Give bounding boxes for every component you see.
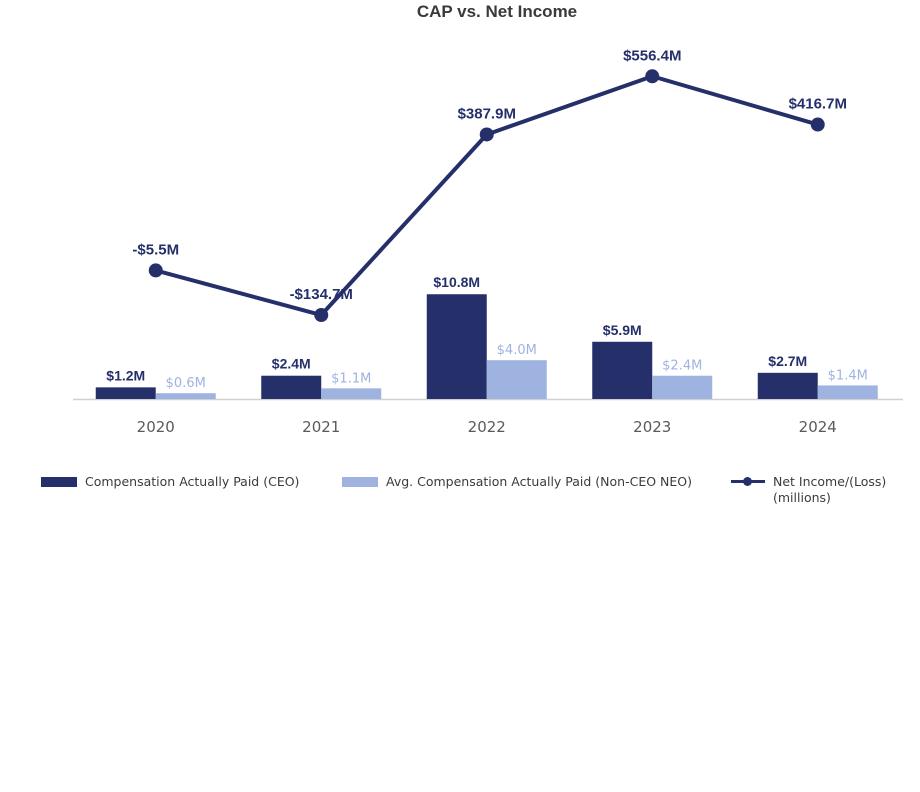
ceo-bars: $1.2M $2.4M $10.8M $5.9M $2.7M <box>95 274 818 399</box>
legend-label-net-income: Net Income/(Loss) <box>773 474 887 489</box>
data-label-ceo-2020: $1.2M <box>106 367 145 383</box>
data-label-neo-2022: $4.0M <box>497 343 537 358</box>
legend-label-ceo: Compensation Actually Paid (CEO) <box>85 474 300 489</box>
chart: CAP vs. Net Income $1.2M $2.4M $10.8M $5.9M… <box>73 2 903 436</box>
legend-swatch-neo <box>342 477 378 487</box>
legend-label-net-income-unit: (millions) <box>773 490 831 505</box>
x-tick-2024: 2024 <box>799 418 837 436</box>
legend-swatch-ceo <box>41 477 77 487</box>
x-axis-ticks: 2020 2021 2022 2023 2024 <box>137 418 837 436</box>
bar-neo-2020 <box>155 393 216 399</box>
x-tick-2020: 2020 <box>137 418 175 436</box>
net-income-series: -$5.5M -$134.7M $387.9M $556.4M $416.7M <box>132 47 847 323</box>
data-label-net-income-2022: $387.9M <box>458 105 516 122</box>
chart-title: CAP vs. Net Income <box>417 2 577 21</box>
net-income-point-2022 <box>479 127 494 142</box>
x-tick-2022: 2022 <box>468 418 506 436</box>
net-income-point-2021 <box>314 308 329 323</box>
data-label-neo-2023: $2.4M <box>662 359 702 374</box>
bar-neo-2023 <box>652 375 713 399</box>
x-tick-2023: 2023 <box>633 418 671 436</box>
data-label-ceo-2023: $5.9M <box>603 322 642 338</box>
x-tick-2021: 2021 <box>302 418 340 436</box>
data-label-ceo-2024: $2.7M <box>768 353 807 369</box>
legend-label-neo: Avg. Compensation Actually Paid (Non-CEO… <box>386 474 693 489</box>
legend: Compensation Actually Paid (CEO) Avg. Co… <box>0 474 920 514</box>
bar-ceo-2021 <box>261 375 322 399</box>
data-label-net-income-2020: -$5.5M <box>132 241 179 258</box>
legend-item-ceo: Compensation Actually Paid (CEO) <box>41 474 299 490</box>
data-label-neo-2020: $0.6M <box>166 376 206 391</box>
legend-item-neo: Avg. Compensation Actually Paid (Non-CEO… <box>342 474 692 490</box>
data-label-neo-2021: $1.1M <box>331 371 371 386</box>
bar-neo-2022 <box>486 360 547 399</box>
data-label-ceo-2022: $10.8M <box>433 274 480 290</box>
data-label-net-income-2023: $556.4M <box>623 47 681 64</box>
legend-item-net-income: Net Income/(Loss) (millions) <box>731 474 886 506</box>
bar-neo-2024 <box>817 385 878 399</box>
bar-ceo-2023 <box>592 341 653 399</box>
bar-neo-2021 <box>321 388 382 399</box>
data-label-ceo-2021: $2.4M <box>272 356 311 372</box>
neo-bars: $0.6M $1.1M $4.0M $2.4M $1.4M <box>155 343 878 399</box>
bar-ceo-2022 <box>426 294 487 399</box>
data-label-net-income-2021: -$134.7M <box>290 286 353 303</box>
net-income-point-2024 <box>810 117 825 132</box>
bar-ceo-2020 <box>95 387 156 399</box>
net-income-point-2023 <box>645 69 660 84</box>
net-income-point-2020 <box>148 263 163 278</box>
legend-swatch-net-income <box>731 474 765 488</box>
bar-ceo-2024 <box>757 372 818 399</box>
data-label-neo-2024: $1.4M <box>828 368 868 383</box>
data-label-net-income-2024: $416.7M <box>789 96 847 113</box>
